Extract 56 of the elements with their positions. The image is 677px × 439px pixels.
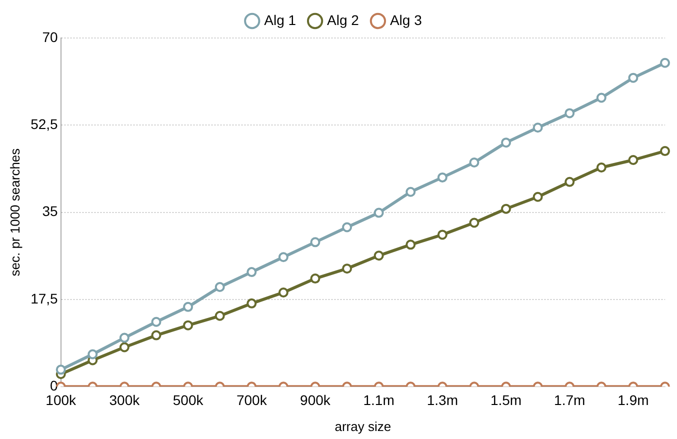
y-tick-label: 35	[42, 203, 58, 220]
point	[278, 287, 288, 298]
point	[119, 332, 130, 343]
x-tick-label: 1.1m	[363, 392, 394, 408]
point	[596, 92, 606, 103]
x-tick-label: 100k	[46, 392, 78, 408]
point	[342, 222, 352, 232]
point	[214, 282, 225, 292]
legend-label: Alg 1	[264, 12, 296, 28]
point	[374, 250, 384, 261]
point	[660, 58, 670, 68]
point	[660, 146, 670, 156]
x-tick-label: 700k	[236, 392, 268, 408]
x-tick-label: 500k	[172, 392, 204, 408]
x-tick-label: 900k	[300, 392, 332, 408]
point	[501, 204, 512, 214]
point	[278, 252, 288, 262]
point	[564, 176, 575, 187]
point	[596, 162, 606, 172]
point	[183, 320, 194, 330]
point	[437, 172, 448, 182]
point	[628, 72, 638, 83]
point	[310, 274, 320, 284]
y-tick-label: 17,5	[30, 290, 58, 306]
x-tick-label: 1.3m	[426, 392, 458, 408]
x-tick-label: 1.5m	[490, 392, 522, 408]
y-tick-label: 0	[50, 377, 58, 394]
point	[151, 330, 162, 340]
point	[151, 316, 162, 327]
point	[310, 237, 320, 248]
point	[214, 310, 225, 321]
point	[406, 240, 416, 250]
point	[532, 192, 543, 202]
point	[119, 342, 130, 352]
x-axis-title: array size	[334, 418, 392, 434]
legend-label: Alg 3	[390, 12, 422, 28]
point	[532, 122, 543, 133]
point	[469, 158, 480, 168]
point	[406, 186, 416, 197]
x-tick-label: 300k	[109, 392, 141, 408]
point	[564, 108, 575, 118]
point	[437, 230, 448, 240]
y-tick-label: 70	[42, 28, 58, 45]
point	[183, 302, 194, 312]
point	[246, 267, 257, 278]
y-tick-label: 52,5	[30, 116, 58, 132]
legend-label: Alg 2	[327, 12, 360, 28]
x-tick-label: 1.7m	[554, 392, 586, 408]
point	[374, 208, 384, 218]
point	[342, 264, 352, 274]
point	[628, 155, 638, 166]
y-axis-title: sec. pr 1000 searches	[7, 148, 22, 276]
point	[501, 138, 512, 148]
x-tick-label: 1.9m	[618, 392, 649, 408]
point	[246, 298, 257, 308]
point	[469, 218, 480, 228]
